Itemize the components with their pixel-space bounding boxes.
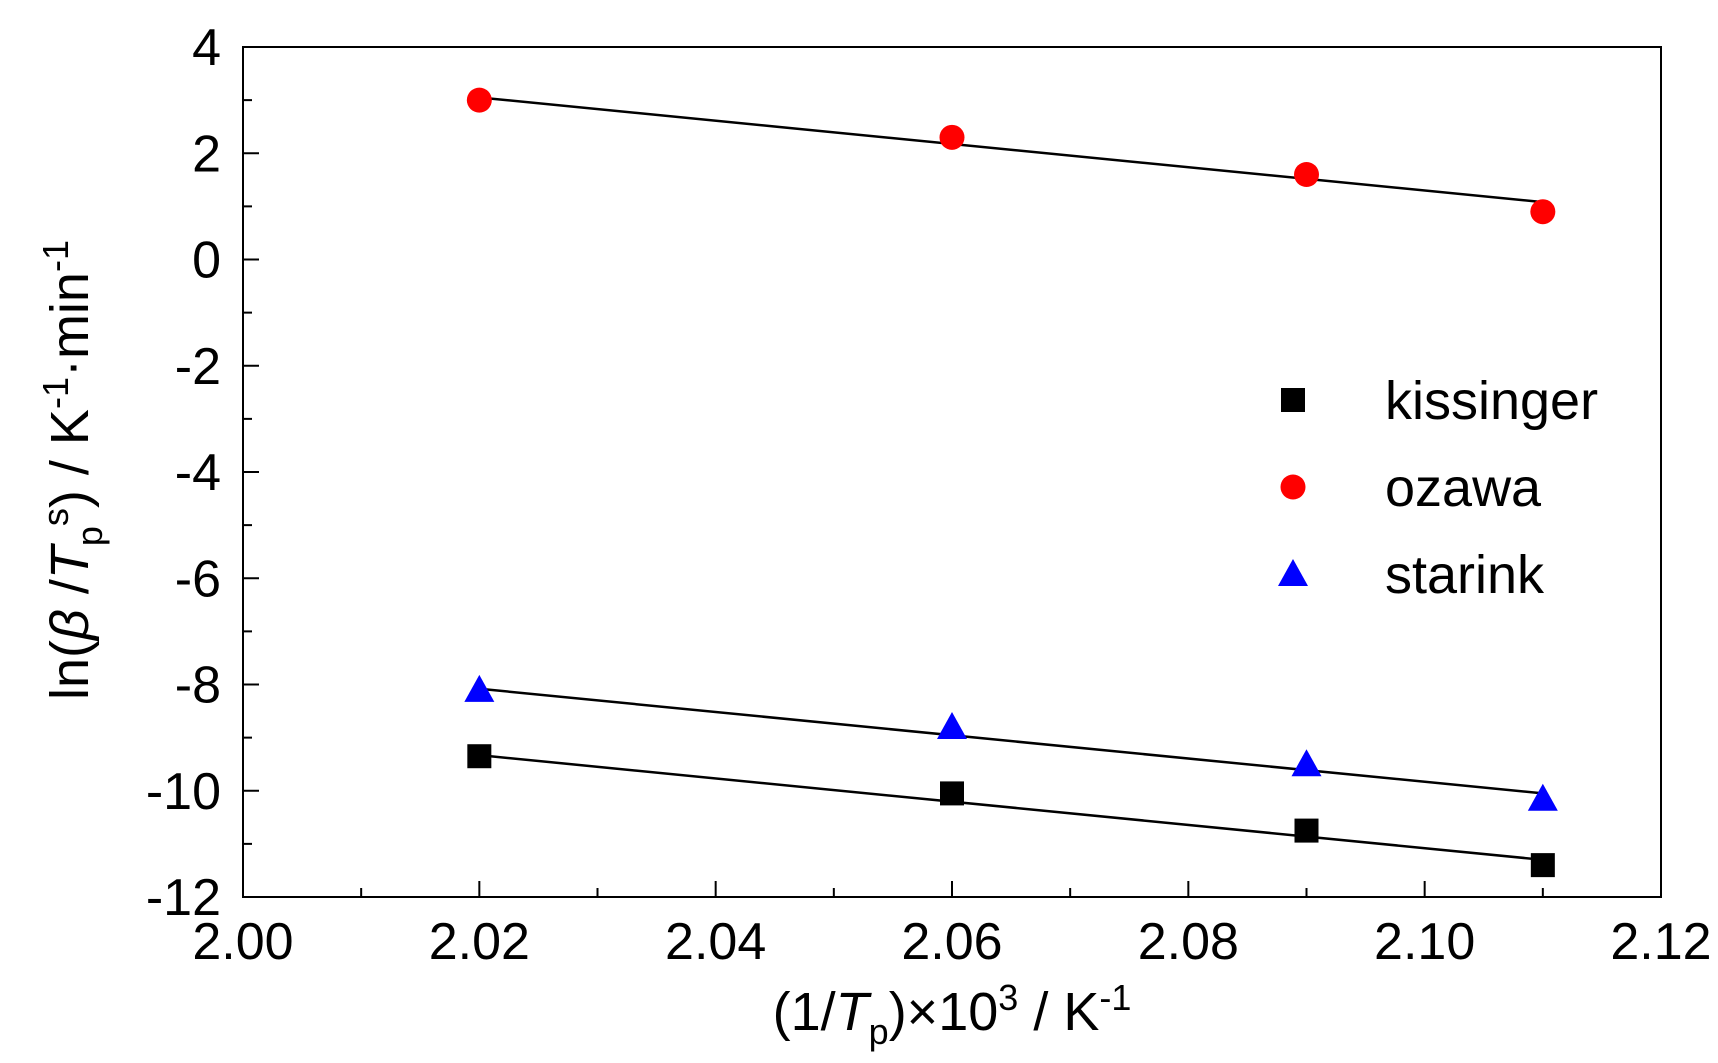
data-points (464, 87, 1558, 878)
fit-line-ozawa (479, 96, 1543, 204)
y-tick-label: 2 (192, 125, 221, 183)
data-point-kissinger (467, 744, 492, 769)
fit-lines (479, 96, 1543, 862)
data-point-kissinger (1530, 853, 1555, 878)
fit-line-kissinger (479, 753, 1543, 862)
x-tick-label: 2.02 (429, 913, 530, 971)
data-point-ozawa (1530, 199, 1556, 225)
fit-line-starink (479, 687, 1543, 795)
y-tick-label: -4 (175, 444, 221, 502)
x-tick-label: 2.04 (665, 913, 766, 971)
y-tick-label: -10 (146, 763, 221, 821)
y-tick-label: -6 (175, 550, 221, 608)
y-tick-label: 0 (192, 232, 221, 290)
legend-marker-kissinger (1281, 388, 1305, 412)
x-tick-label: 2.06 (901, 913, 1002, 971)
y-tick-label: -12 (146, 869, 221, 927)
data-point-kissinger (940, 781, 964, 806)
data-point-ozawa (466, 87, 492, 113)
legend: kissinger ozawa starink (1278, 371, 1598, 605)
y-axis-title: ln(β /Tps) / K-1·min-1 (35, 240, 110, 700)
legend-marker-starink (1278, 559, 1308, 586)
data-point-ozawa (939, 124, 965, 150)
legend-label-starink: starink (1385, 545, 1545, 605)
data-point-starink (937, 712, 967, 739)
x-tick-label: 2.00 (192, 913, 293, 971)
data-point-starink (1291, 749, 1322, 777)
y-tick-label: -2 (175, 338, 221, 396)
y-tick-label: -8 (175, 657, 221, 715)
legend-marker-ozawa (1280, 474, 1306, 500)
data-point-starink (464, 674, 495, 702)
data-point-starink (1527, 783, 1558, 811)
x-tick-label: 2.10 (1374, 913, 1475, 971)
y-tick-label: 4 (192, 19, 221, 77)
data-point-ozawa (1294, 162, 1319, 187)
data-point-kissinger (1294, 818, 1319, 843)
legend-label-kissinger: kissinger (1385, 371, 1598, 431)
axes: 2.00 2.02 2.04 2.06 2.08 2.10 2.12 -12 -10 -8 -6 -4… (146, 19, 1712, 971)
x-tick-label: 2.08 (1138, 913, 1239, 971)
x-tick-label: 2.12 (1610, 913, 1711, 971)
legend-label-ozawa: ozawa (1385, 458, 1542, 518)
x-axis-title: (1/Tp)×103 / K-1 (773, 977, 1132, 1052)
